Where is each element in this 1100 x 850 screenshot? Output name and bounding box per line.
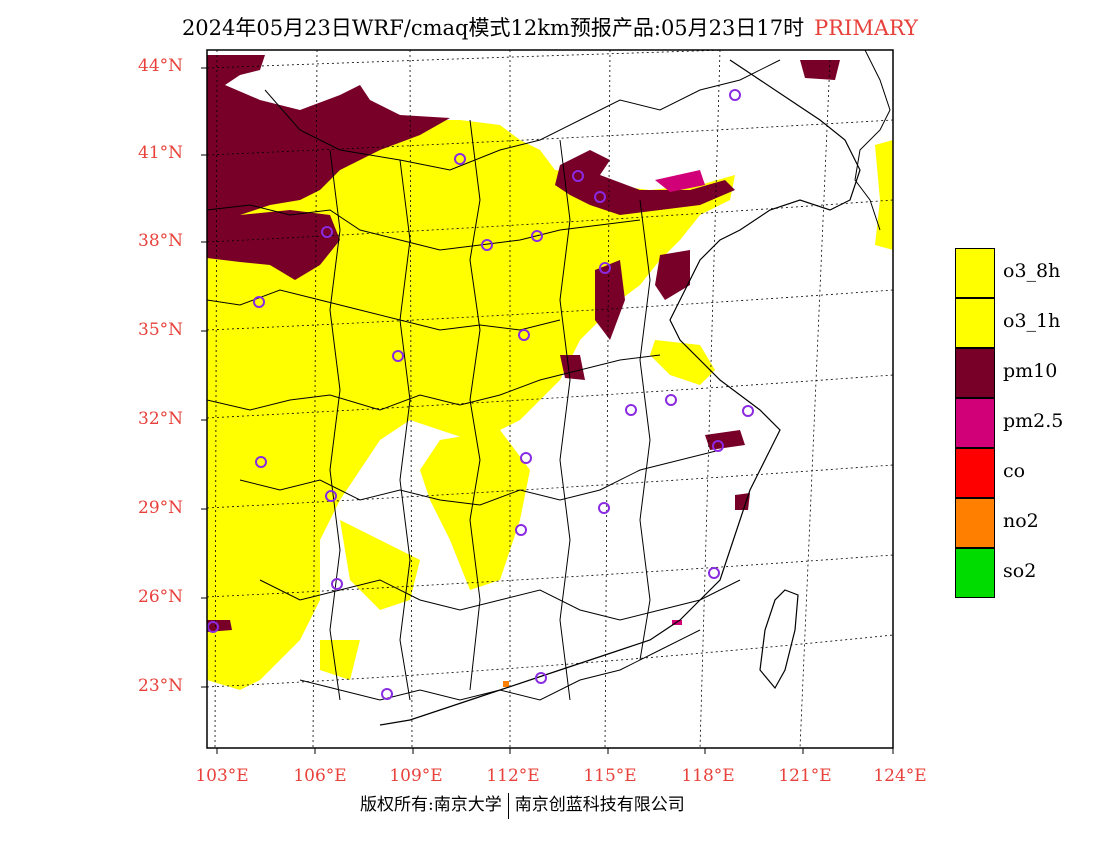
station-marker: [708, 567, 720, 579]
legend-swatch: [955, 398, 995, 448]
station-marker: [481, 239, 493, 251]
o3-patch-central2: [340, 520, 420, 610]
pm10-patch-7: [655, 250, 690, 300]
station-marker: [598, 502, 610, 514]
taiwan-outline: [759, 589, 799, 690]
o3-patch-east: [650, 340, 715, 385]
legend-swatch: [955, 448, 995, 498]
pm25-region-north: [655, 170, 705, 192]
axis-ticks: [201, 67, 894, 754]
map-title: 2024年05月23日WRF/cmaq模式12km预报产品:05月23日17时 P…: [0, 12, 1100, 42]
station-marker: [518, 329, 530, 341]
station-marker: [321, 226, 333, 238]
pm10-patch-1: [595, 260, 625, 340]
footer-company: 南京创蓝科技有限公司: [514, 795, 685, 815]
o3-patch-central: [420, 430, 530, 590]
title-main: 2024年05月23日WRF/cmaq模式12km预报产品:05月23日17时: [181, 16, 805, 40]
station-marker: [729, 89, 741, 101]
station-marker: [392, 350, 404, 362]
lon-label: 109°E: [389, 766, 443, 786]
station-marker: [572, 170, 584, 182]
no2-spot: [503, 681, 509, 687]
korea-outline: [854, 50, 891, 231]
station-marker: [255, 456, 267, 468]
title-primary-tag: PRIMARY: [814, 16, 919, 40]
lat-label: 35°N: [138, 320, 184, 340]
lat-label: 44°N: [138, 56, 184, 76]
lat-label: 23°N: [138, 676, 184, 696]
station-marker: [515, 524, 527, 536]
station-marker: [742, 405, 754, 417]
pm10-patch-2: [560, 355, 585, 380]
station-marker: [207, 621, 219, 633]
station-marker: [253, 296, 265, 308]
station-marker: [331, 578, 343, 590]
station-marker: [381, 688, 393, 700]
legend-label: no2: [1003, 510, 1039, 532]
legend-swatch: [955, 298, 995, 348]
pm10-patch-4: [735, 493, 750, 510]
station-marker: [625, 404, 637, 416]
graticule: [207, 50, 893, 748]
o3-patch-south: [320, 640, 360, 680]
lat-label: 32°N: [138, 409, 184, 429]
station-marker: [535, 672, 547, 684]
map-frame: [206, 49, 894, 749]
copyright-footer: 版权所有:南京大学 南京创蓝科技有限公司: [360, 790, 685, 819]
o3-patch-coast: [875, 140, 893, 250]
lat-label: 26°N: [138, 587, 184, 607]
legend-label: co: [1003, 460, 1026, 482]
lon-label: 103°E: [195, 766, 249, 786]
pm10-patch-6: [800, 60, 840, 80]
footer-separator: [507, 792, 509, 819]
station-marker: [712, 440, 724, 452]
lon-label: 112°E: [486, 766, 540, 786]
legend-label: o3_8h: [1003, 260, 1061, 282]
station-marker: [325, 490, 337, 502]
legend-label: pm10: [1003, 360, 1058, 382]
lat-label: 29°N: [138, 498, 184, 518]
station-marker: [531, 230, 543, 242]
lon-label: 121°E: [778, 766, 832, 786]
pm10-patch-3: [705, 430, 745, 450]
footer-copyright: 版权所有:南京大学: [360, 795, 502, 815]
station-marker: [665, 394, 677, 406]
legend-swatch: [955, 498, 995, 548]
lon-label: 115°E: [583, 766, 637, 786]
pm10-region-northwest: [207, 55, 450, 280]
legend-swatch: [955, 548, 995, 598]
legend-label: so2: [1003, 560, 1037, 582]
pm10-region-north: [555, 150, 735, 215]
lat-label: 41°N: [138, 143, 184, 163]
lon-label: 124°E: [873, 766, 927, 786]
station-marker: [594, 191, 606, 203]
lat-label: 38°N: [138, 231, 184, 251]
station-marker: [599, 262, 611, 274]
legend-label: pm2.5: [1003, 410, 1064, 432]
legend-swatch: [955, 248, 995, 298]
legend-label: o3_1h: [1003, 310, 1061, 332]
station-marker: [454, 153, 466, 165]
lon-label: 118°E: [681, 766, 735, 786]
station-marker: [520, 452, 532, 464]
lon-label: 106°E: [293, 766, 347, 786]
legend-swatch: [955, 348, 995, 398]
coastline: [379, 59, 861, 726]
station-markers: [207, 89, 754, 700]
